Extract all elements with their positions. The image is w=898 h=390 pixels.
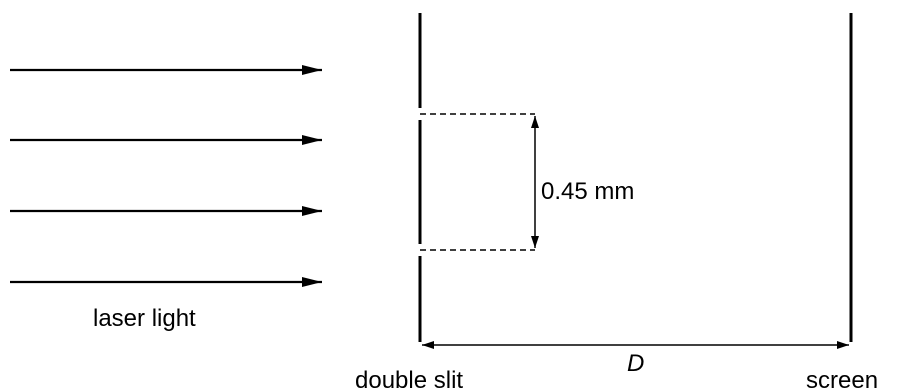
double-slit-label: double slit xyxy=(355,367,463,390)
distance-label: D xyxy=(627,350,644,377)
slit-dashed-guides xyxy=(420,113,535,251)
slit-separation-label: 0.45 mm xyxy=(541,178,634,205)
screen-label: screen xyxy=(806,367,878,390)
laser-light-label: laser light xyxy=(93,305,196,332)
laser-rays xyxy=(10,65,322,287)
